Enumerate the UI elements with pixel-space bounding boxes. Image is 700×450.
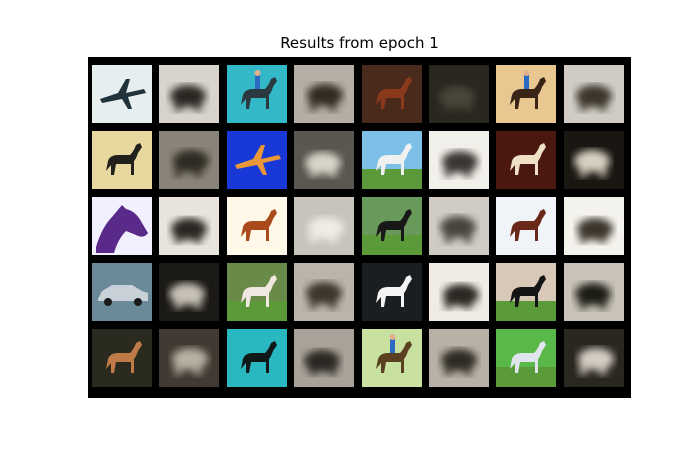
reconstruction-tile bbox=[159, 65, 220, 123]
blur-image bbox=[429, 131, 489, 189]
real-image-tile bbox=[92, 131, 152, 189]
figure-title: Results from epoch 1 bbox=[280, 34, 439, 52]
real-image-tile bbox=[226, 65, 287, 123]
real-image-tile bbox=[226, 131, 287, 189]
blur-image bbox=[563, 131, 624, 189]
reconstruction-tile bbox=[563, 197, 624, 255]
horse-black-image bbox=[361, 197, 422, 255]
reconstruction-tile bbox=[294, 65, 355, 123]
horse-black-image bbox=[496, 263, 557, 321]
blur-image bbox=[159, 131, 220, 189]
real-image-tile bbox=[226, 263, 287, 321]
real-image-tile bbox=[92, 329, 152, 387]
blur-image bbox=[429, 329, 489, 387]
horse-dark-image bbox=[226, 329, 287, 387]
horse-grey-image bbox=[496, 329, 557, 387]
real-image-tile bbox=[226, 197, 287, 255]
real-image-tile bbox=[361, 263, 422, 321]
reconstruction-tile bbox=[563, 263, 624, 321]
horse-pinto-image bbox=[226, 263, 287, 321]
reconstruction-tile bbox=[563, 65, 624, 123]
horse-white-image bbox=[361, 263, 422, 321]
reconstruction-tile bbox=[563, 329, 624, 387]
horse-dark-image bbox=[92, 131, 152, 189]
reconstruction-tile bbox=[294, 197, 355, 255]
blur-image bbox=[429, 65, 489, 123]
blur-image bbox=[294, 131, 355, 189]
reconstruction-tile bbox=[294, 329, 355, 387]
blur-image bbox=[159, 263, 220, 321]
horse-rider-image bbox=[361, 329, 422, 387]
reconstruction-tile bbox=[159, 329, 220, 387]
horse-brown-image bbox=[226, 197, 287, 255]
horse-image bbox=[361, 65, 422, 123]
reconstruction-tile bbox=[159, 197, 220, 255]
reconstruction-tile bbox=[563, 131, 624, 189]
blur-image bbox=[159, 197, 220, 255]
horse-white-image bbox=[496, 131, 557, 189]
blur-image bbox=[429, 263, 489, 321]
real-image-tile bbox=[226, 329, 287, 387]
blur-image bbox=[563, 197, 624, 255]
real-image-tile bbox=[92, 197, 152, 255]
real-image-tile bbox=[92, 65, 152, 123]
reconstruction-tile bbox=[159, 131, 220, 189]
real-image-tile bbox=[361, 329, 422, 387]
real-image-tile bbox=[496, 65, 557, 123]
reconstruction-tile bbox=[429, 263, 489, 321]
reconstruction-tile bbox=[159, 263, 220, 321]
real-image-tile bbox=[361, 65, 422, 123]
real-image-tile bbox=[496, 131, 557, 189]
blur-image bbox=[294, 329, 355, 387]
real-image-tile bbox=[92, 263, 152, 321]
real-image-tile bbox=[361, 131, 422, 189]
reconstruction-tile bbox=[294, 263, 355, 321]
blur-image bbox=[563, 65, 624, 123]
car-image bbox=[92, 263, 152, 321]
reconstruction-tile bbox=[429, 65, 489, 123]
image-grid bbox=[88, 57, 631, 398]
reconstruction-tile bbox=[429, 329, 489, 387]
blur-image bbox=[294, 65, 355, 123]
airplane-image bbox=[226, 131, 287, 189]
horse-grass-image bbox=[361, 131, 422, 189]
airplane-image bbox=[92, 65, 152, 123]
horse-brown-image bbox=[496, 197, 557, 255]
blur-image bbox=[159, 329, 220, 387]
real-image-tile bbox=[496, 197, 557, 255]
blur-image bbox=[159, 65, 220, 123]
horse-brown-image bbox=[92, 329, 152, 387]
blur-image bbox=[294, 263, 355, 321]
horse-rider-image bbox=[226, 65, 287, 123]
blur-image bbox=[563, 329, 624, 387]
real-image-tile bbox=[496, 329, 557, 387]
reconstruction-tile bbox=[429, 131, 489, 189]
real-image-tile bbox=[361, 197, 422, 255]
horse-head-image bbox=[92, 197, 152, 255]
horse-rider-image bbox=[496, 65, 557, 123]
real-image-tile bbox=[496, 263, 557, 321]
blur-image bbox=[429, 197, 489, 255]
blur-image bbox=[563, 263, 624, 321]
blur-image bbox=[294, 197, 355, 255]
reconstruction-tile bbox=[294, 131, 355, 189]
reconstruction-tile bbox=[429, 197, 489, 255]
